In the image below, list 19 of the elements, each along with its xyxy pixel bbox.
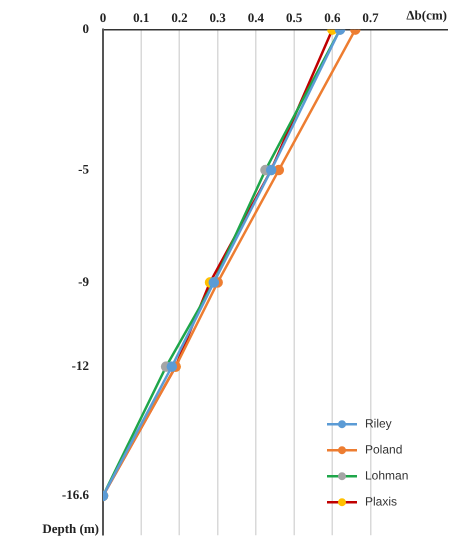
y-tick-label: -12 — [72, 358, 89, 374]
legend-label: Plaxis — [365, 494, 398, 509]
legend-label: Riley — [365, 416, 392, 431]
legend-label: Poland — [365, 442, 402, 457]
x-tick-label: 0.5 — [286, 10, 303, 26]
y-tick-label: -16.6 — [62, 487, 90, 502]
y-axis-title: Depth (m) — [42, 521, 99, 536]
x-axis-title: Δb(cm) — [406, 8, 447, 23]
y-tick-label: -5 — [78, 161, 90, 176]
x-tick-label: 0.4 — [248, 10, 265, 26]
y-tick-label: -9 — [78, 274, 90, 289]
x-tick-label: 0.6 — [324, 10, 341, 26]
x-tick-label: 0.1 — [133, 10, 150, 26]
legend-label: Lohman — [365, 468, 408, 483]
y-tick-label: 0 — [82, 20, 89, 36]
x-tick-label: 0.2 — [171, 10, 188, 26]
x-tick-label: 0.3 — [210, 10, 226, 26]
x-tick-label: 0.7 — [362, 10, 380, 26]
x-tick-label: 0 — [100, 10, 106, 26]
